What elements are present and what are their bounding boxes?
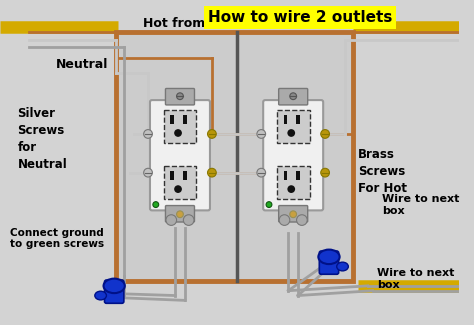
Bar xyxy=(296,115,300,124)
FancyBboxPatch shape xyxy=(104,280,124,303)
FancyBboxPatch shape xyxy=(165,88,194,105)
Circle shape xyxy=(208,168,216,177)
Circle shape xyxy=(208,130,216,138)
Bar xyxy=(237,34,351,279)
Ellipse shape xyxy=(319,250,340,264)
Circle shape xyxy=(290,211,297,218)
Circle shape xyxy=(297,215,307,226)
FancyBboxPatch shape xyxy=(263,100,323,210)
Circle shape xyxy=(153,202,159,207)
Circle shape xyxy=(257,130,265,138)
Bar xyxy=(164,110,196,143)
Bar xyxy=(170,115,174,124)
Circle shape xyxy=(183,215,194,226)
Circle shape xyxy=(266,202,272,207)
Ellipse shape xyxy=(103,279,125,293)
Text: Neutral: Neutral xyxy=(56,58,109,72)
Bar xyxy=(170,171,174,180)
Circle shape xyxy=(257,168,265,177)
Bar xyxy=(116,32,353,281)
Ellipse shape xyxy=(337,262,348,271)
Text: Wire to next
box: Wire to next box xyxy=(382,194,460,215)
Bar xyxy=(283,115,287,124)
FancyBboxPatch shape xyxy=(165,205,194,222)
Text: How to wire 2 outlets: How to wire 2 outlets xyxy=(208,10,392,25)
FancyBboxPatch shape xyxy=(279,88,308,105)
Text: Wire to next
box: Wire to next box xyxy=(377,268,455,290)
Circle shape xyxy=(144,168,153,177)
FancyBboxPatch shape xyxy=(150,100,210,210)
Circle shape xyxy=(290,93,297,99)
Circle shape xyxy=(174,129,182,137)
Bar xyxy=(277,166,310,199)
FancyBboxPatch shape xyxy=(319,251,338,274)
Circle shape xyxy=(174,185,182,193)
Bar xyxy=(283,171,287,180)
Text: Connect ground
to green screws: Connect ground to green screws xyxy=(9,228,104,249)
Circle shape xyxy=(144,130,153,138)
Bar xyxy=(277,110,310,143)
Circle shape xyxy=(287,129,295,137)
Circle shape xyxy=(177,211,183,218)
Circle shape xyxy=(166,215,177,226)
Bar xyxy=(164,166,196,199)
FancyBboxPatch shape xyxy=(279,205,308,222)
Bar xyxy=(183,171,187,180)
Circle shape xyxy=(177,93,183,99)
Bar xyxy=(118,34,237,279)
Circle shape xyxy=(287,185,295,193)
Circle shape xyxy=(321,168,329,177)
Text: Silver
Screws
for
Neutral: Silver Screws for Neutral xyxy=(18,107,67,171)
Circle shape xyxy=(279,215,290,226)
Bar xyxy=(183,115,187,124)
Text: Brass
Screws
For Hot: Brass Screws For Hot xyxy=(358,149,407,195)
Text: Hot from breaker: Hot from breaker xyxy=(143,17,264,30)
Circle shape xyxy=(321,130,329,138)
Ellipse shape xyxy=(95,291,107,300)
Bar xyxy=(296,171,300,180)
